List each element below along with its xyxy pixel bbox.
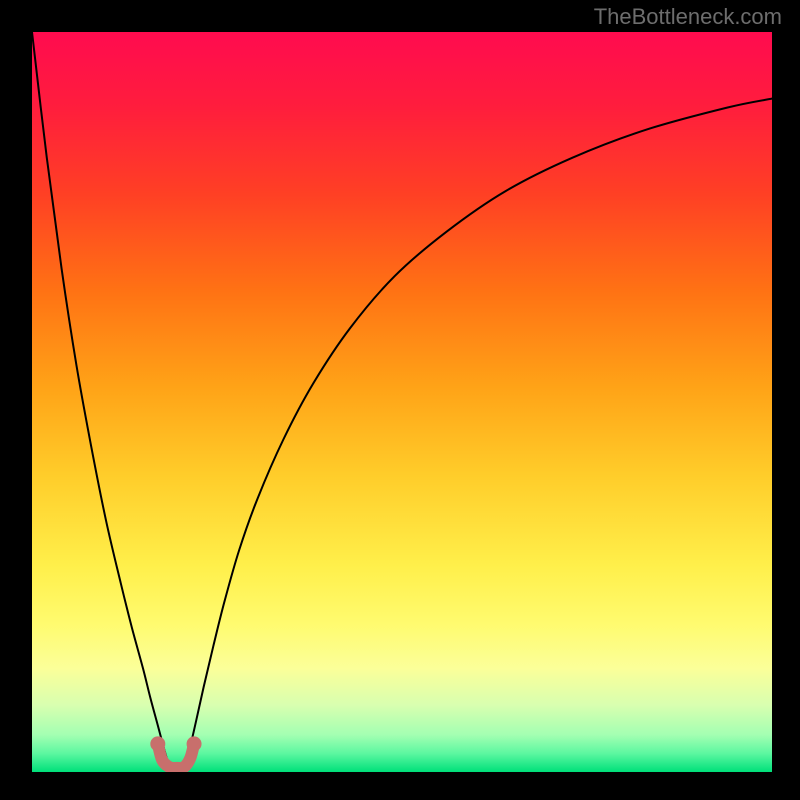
bottleneck-curve xyxy=(32,32,772,772)
curve-right-branch xyxy=(186,99,772,764)
watermark-text: TheBottleneck.com xyxy=(594,4,782,30)
chart-stage: TheBottleneck.com xyxy=(0,0,800,800)
curve-left-branch xyxy=(32,32,168,763)
bottom-marker-dot-left xyxy=(150,736,165,751)
plot-area xyxy=(32,32,772,772)
bottom-marker-dot-right xyxy=(187,736,202,751)
